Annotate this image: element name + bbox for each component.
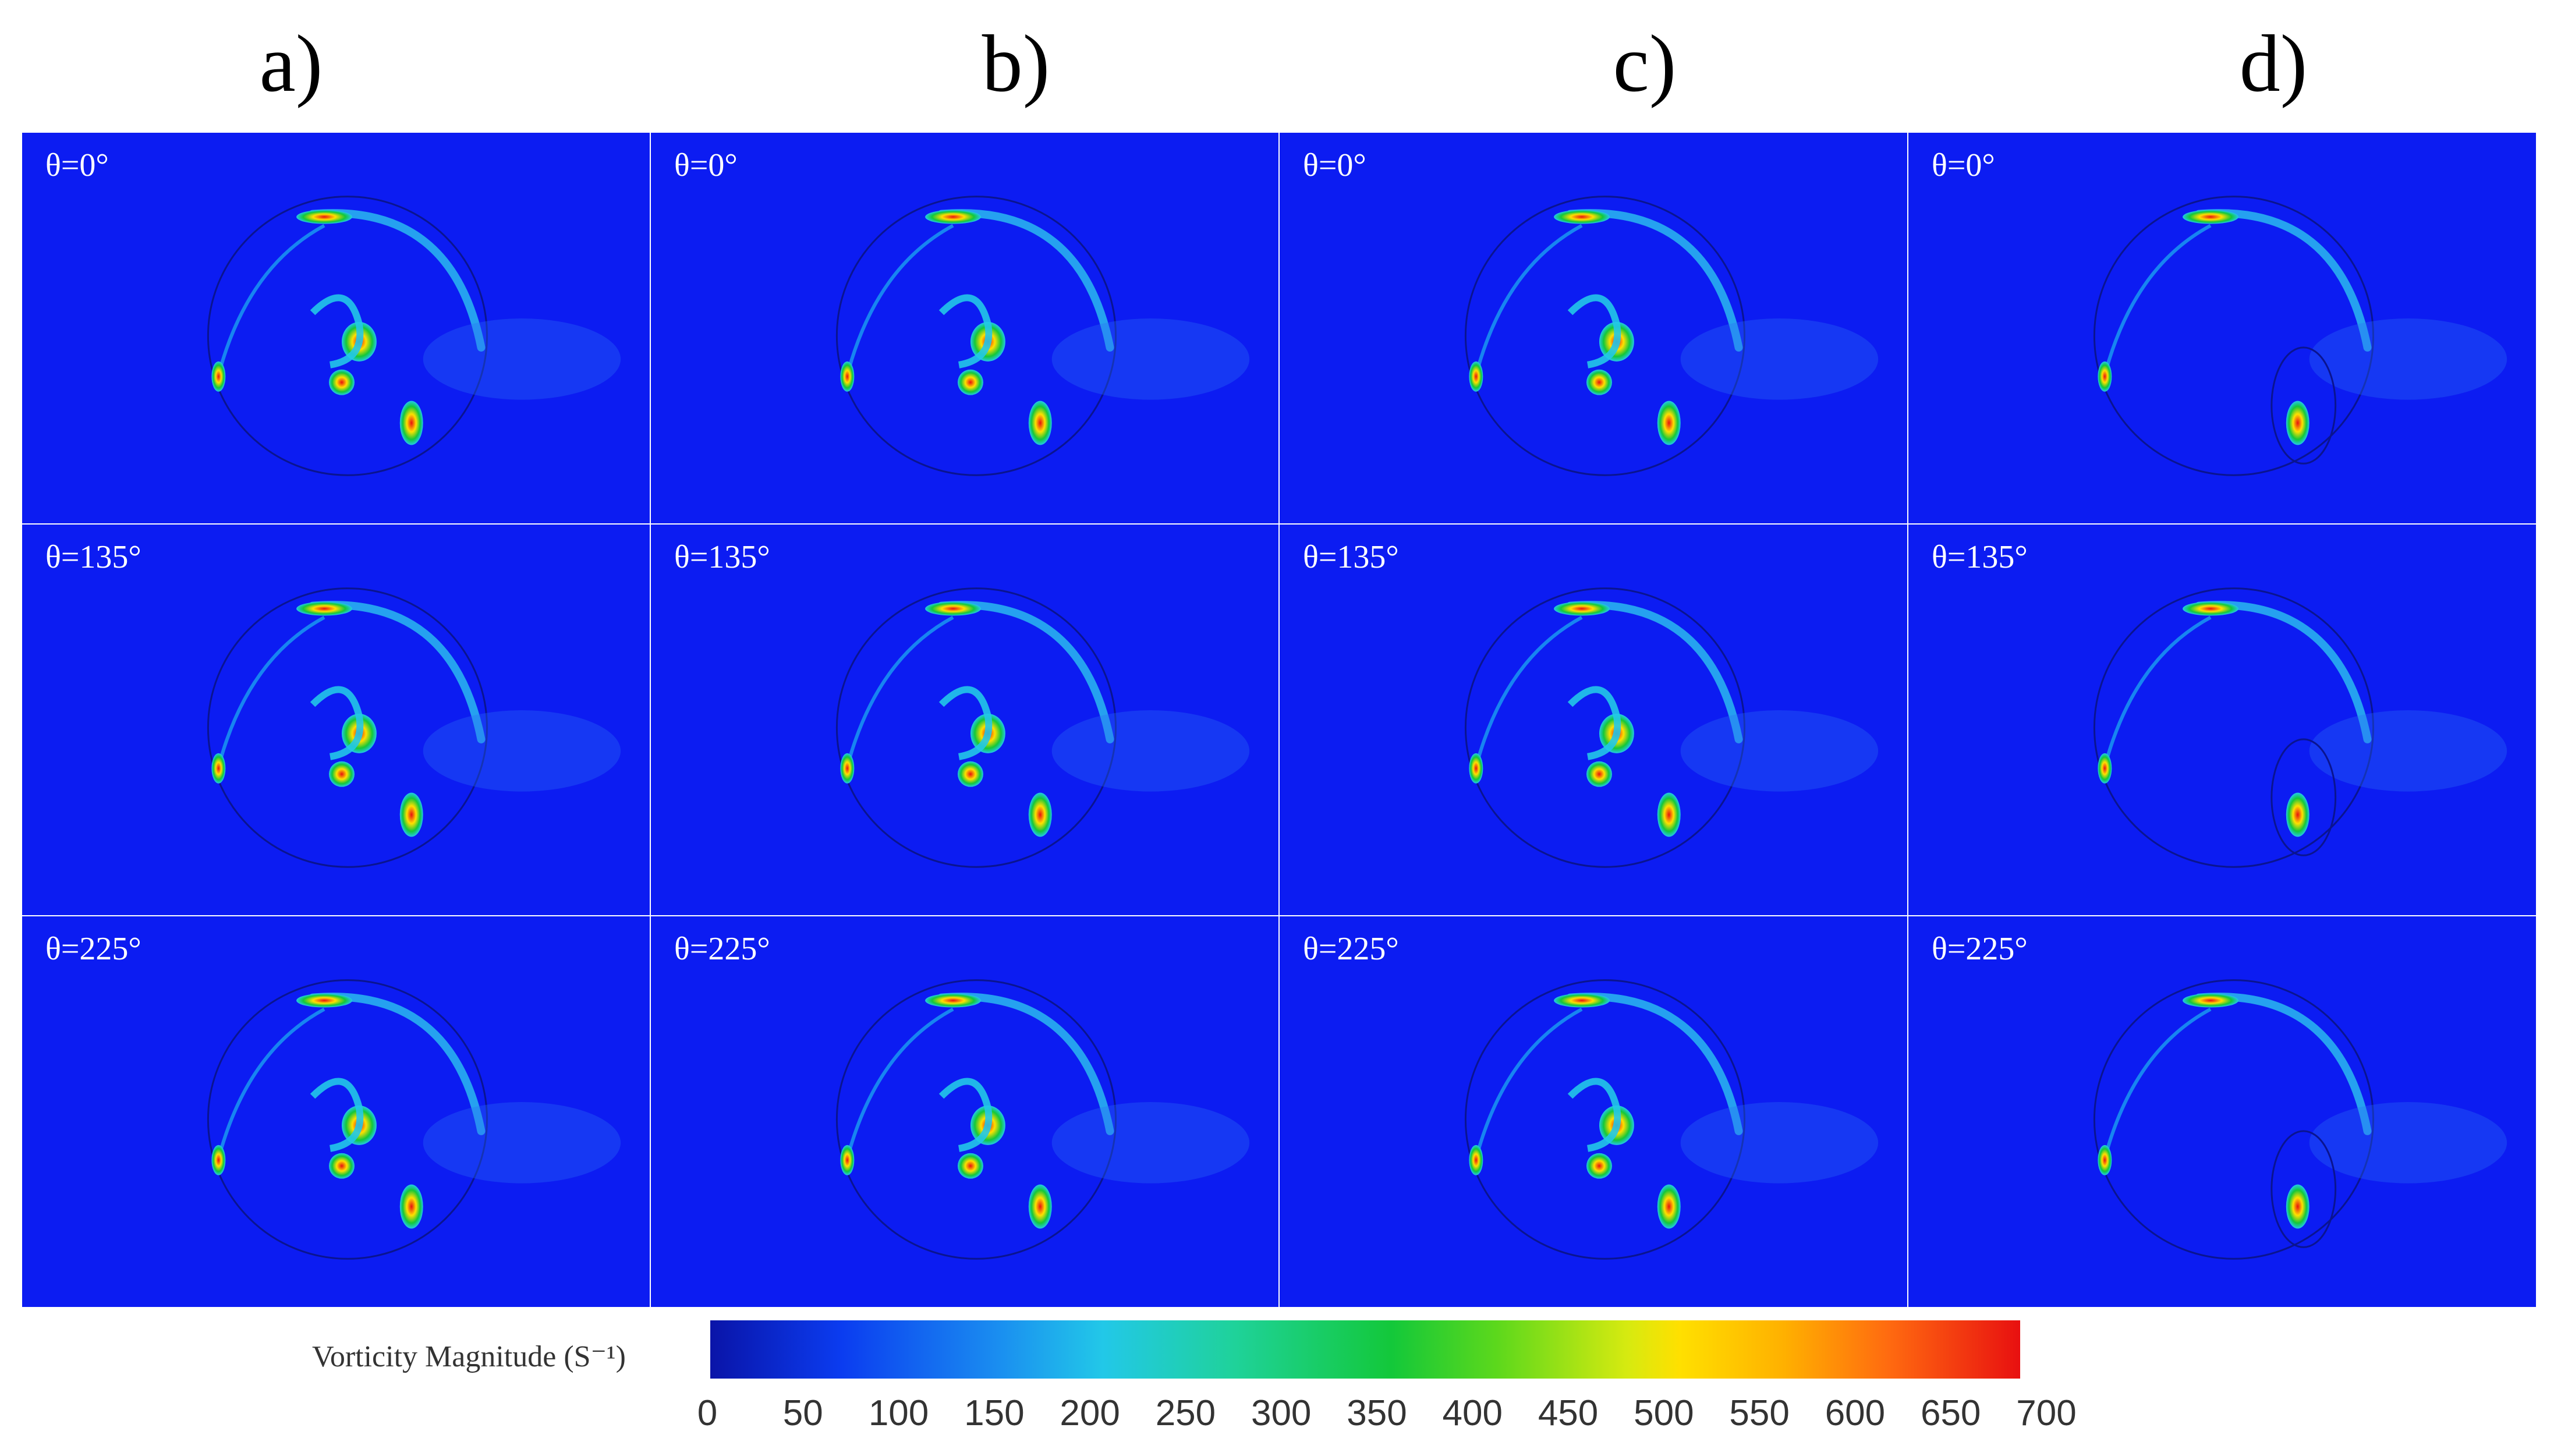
vorticity-panel-d-2: θ=225° [1908, 916, 2536, 1307]
colorbar-tick: 400 [1442, 1393, 1503, 1433]
angle-label: θ=135° [674, 539, 770, 575]
vorticity-field [835, 979, 1250, 1260]
vorticity-panel-b-1: θ=135° [651, 525, 1278, 915]
column-label-3: c) [1613, 19, 1677, 109]
colorbar-tick: 0 [697, 1393, 718, 1433]
vorticity-field [2093, 196, 2507, 476]
angle-label: θ=225° [1303, 931, 1399, 967]
vorticity-panel-b-2: θ=225° [651, 916, 1278, 1307]
column-label-4: d) [2239, 19, 2308, 109]
angle-label: θ=0° [1932, 147, 1995, 183]
vorticity-field [2093, 979, 2507, 1260]
angle-label: θ=0° [674, 147, 738, 183]
vorticity-field [207, 979, 621, 1260]
colorbar-tick: 550 [1729, 1393, 1790, 1433]
colorbar-tick: 300 [1251, 1393, 1312, 1433]
vorticity-panel-c-1: θ=135° [1280, 525, 1907, 915]
vorticity-panel-a-1: θ=135° [22, 525, 650, 915]
vorticity-field [835, 587, 1250, 868]
panel-grid: θ=0° θ=0° θ=0° θ=0° θ=135° θ=135° θ=135° θ=135°… [22, 133, 2537, 1309]
colorbar-tick: 100 [868, 1393, 929, 1433]
vorticity-field [2093, 587, 2507, 868]
vorticity-field [207, 196, 621, 476]
angle-label: θ=225° [45, 931, 141, 967]
colorbar-tick: 500 [1634, 1393, 1694, 1433]
vorticity-panel-a-0: θ=0° [22, 133, 650, 523]
angle-label: θ=0° [45, 147, 109, 183]
angle-label: θ=135° [1303, 539, 1399, 575]
column-label-2: b) [982, 19, 1050, 109]
colorbar-tick: 700 [2016, 1393, 2077, 1433]
colorbar-tick: 650 [1920, 1393, 1981, 1433]
colorbar-tick: 600 [1825, 1393, 1886, 1433]
column-label-1: a) [259, 19, 323, 109]
vorticity-field [207, 587, 621, 868]
colorbar-tick: 200 [1060, 1393, 1120, 1433]
angle-label: θ=135° [45, 539, 141, 575]
vorticity-panel-b-0: θ=0° [651, 133, 1278, 523]
angle-label: θ=225° [1932, 931, 2028, 967]
vorticity-panel-a-2: θ=225° [22, 916, 650, 1307]
colorbar-label: Vorticity Magnitude (S⁻¹) [312, 1340, 626, 1373]
angle-label: θ=135° [1932, 539, 2028, 575]
vorticity-field [835, 196, 1250, 476]
vorticity-field [1464, 196, 1879, 476]
vorticity-field [1464, 587, 1879, 868]
vorticity-panel-d-1: θ=135° [1908, 525, 2536, 915]
colorbar [710, 1320, 2020, 1379]
vorticity-panel-d-0: θ=0° [1908, 133, 2536, 523]
vorticity-panel-c-0: θ=0° [1280, 133, 1907, 523]
vorticity-field [1464, 979, 1879, 1260]
colorbar-tick: 150 [964, 1393, 1025, 1433]
angle-label: θ=0° [1303, 147, 1366, 183]
colorbar-tick: 250 [1155, 1393, 1216, 1433]
angle-label: θ=225° [674, 931, 770, 967]
colorbar-tick: 350 [1347, 1393, 1407, 1433]
colorbar-tick: 450 [1538, 1393, 1599, 1433]
vorticity-panel-c-2: θ=225° [1280, 916, 1907, 1307]
colorbar-tick: 50 [782, 1393, 823, 1433]
